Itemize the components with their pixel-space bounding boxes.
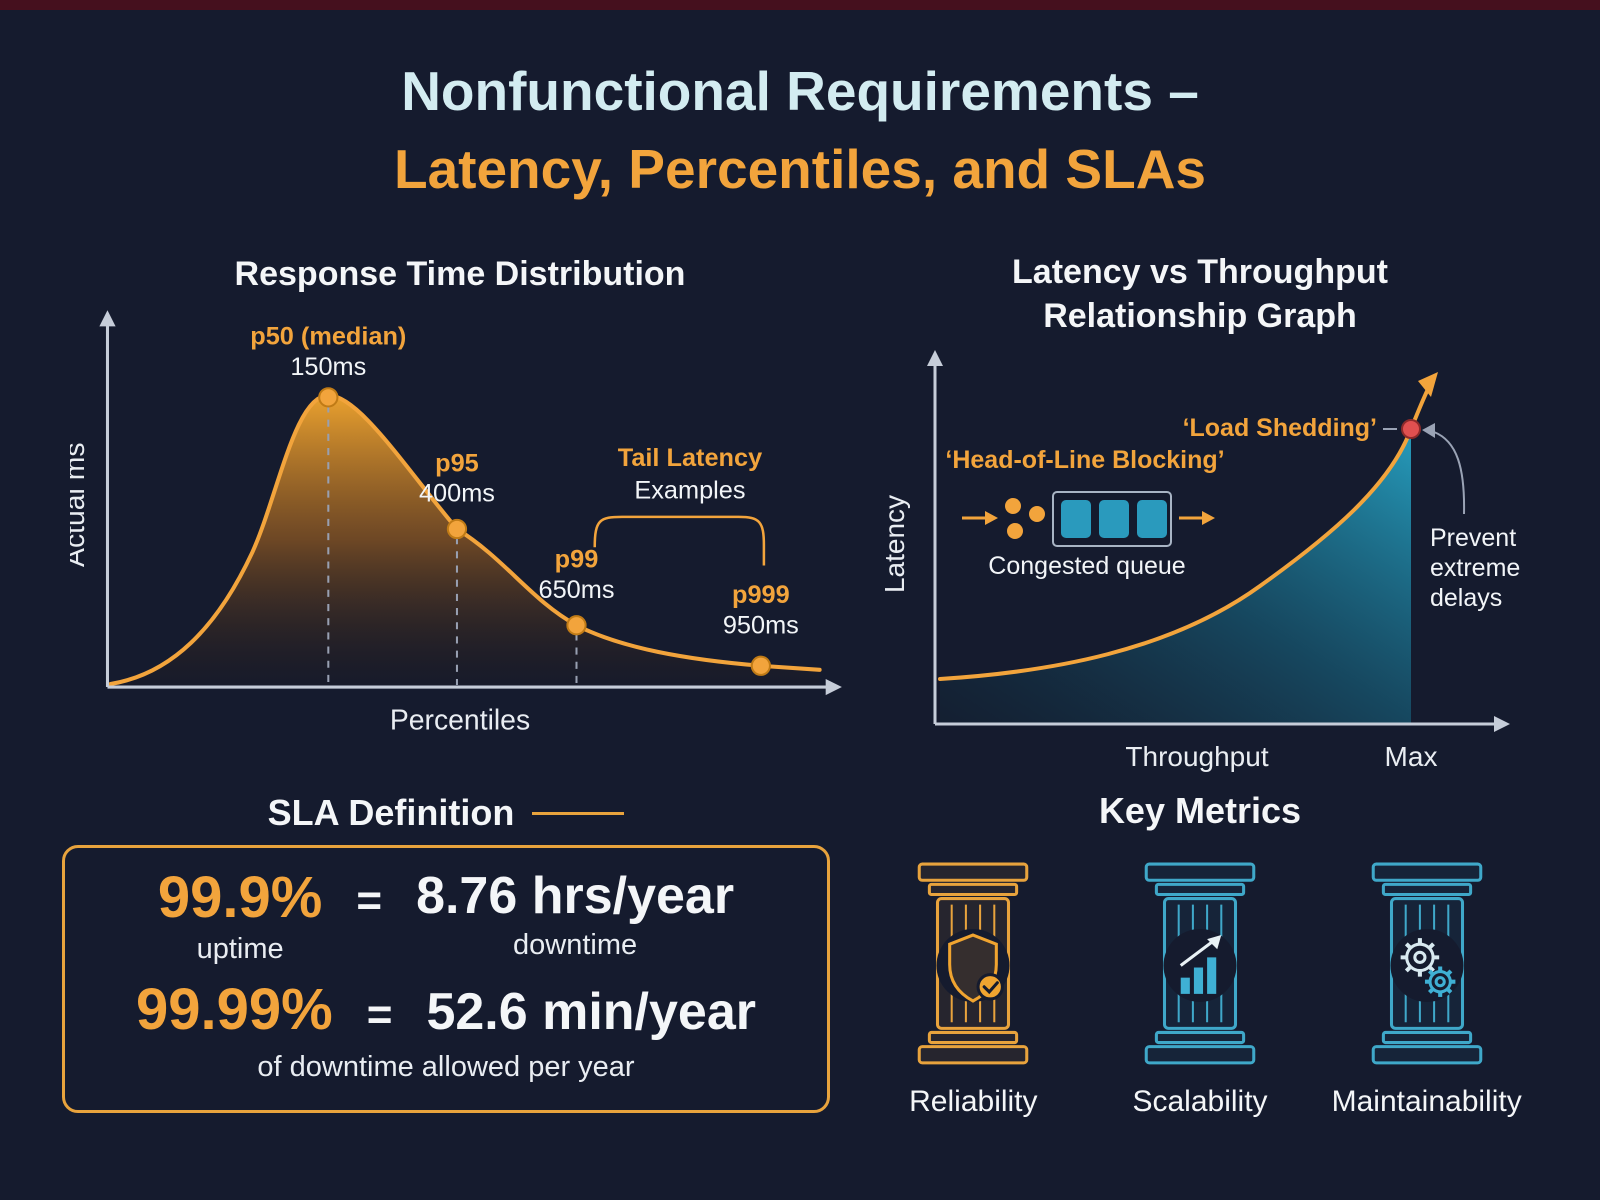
p95-value: 400ms [419,480,495,508]
congested-queue-label: Congested queue [988,552,1185,580]
pillars-row: Reliability [860,860,1540,1119]
prevent-delays-connector [1433,431,1466,515]
tail-latency-label: Tail Latency [618,444,762,472]
thr-x-axis-arrow [1494,716,1510,733]
pillar-label-reliability: Reliability [909,1085,1038,1118]
sla-uptime-label: uptime [196,932,284,965]
sla-definition-box: 99.9% uptime = 8.76 hrs/year downtime 99… [62,845,830,1113]
sla-downtime2-label: of downtime allowed per year [257,1051,635,1084]
p99-marker [566,615,587,636]
thr-y-axis-label: Latency [880,495,910,593]
p999-marker [750,655,771,677]
sla-row-1: 99.9% uptime = 8.76 hrs/year downtime [65,865,827,966]
thr-y-axis-arrow [927,350,943,367]
key-metrics-title: Key Metrics [1098,790,1302,831]
sla-equals-1: = [356,876,383,925]
pillar-maintainability: Maintainability [1313,860,1540,1119]
reliability-pillar-icon [918,862,1029,1065]
p999-value: 950ms [723,612,799,640]
tail-latency-sublabel: Examples [634,477,745,505]
top-decorative-strip [0,0,1600,10]
sla-downtime-stat: 8.76 hrs/year downtime [416,867,735,962]
thr-chart-title-line2: Relationship Graph [1043,297,1357,336]
pillar-label-scalability: Scalability [1132,1085,1268,1118]
dist-chart-svg: p50 (median) 150ms p95 400ms p99 650ms p… [70,310,842,737]
tail-latency-bracket [593,515,766,566]
sla-downtime-label: downtime [513,929,638,962]
dist-chart-title: Response Time Distribution [234,255,686,293]
prevent-delays-line2: extreme [1430,554,1520,582]
dist-x-axis-arrow [825,679,842,696]
thr-max-label: Max [1385,741,1438,772]
thr-area-fill [940,429,1411,724]
thr-x-axis-label: Throughput [1125,741,1268,772]
p50-label: p50 (median) [250,323,406,351]
thr-chart-title: Latency vs Throughput Relationship Graph [880,250,1520,338]
scalability-pillar-icon [1144,862,1256,1065]
pillar-label-maintainability: Maintainability [1331,1085,1522,1118]
p95-label: p95 [435,449,479,477]
pillar-reliability: Reliability [860,860,1087,1119]
page-title-line1: Nonfunctional Requirements – [401,60,1199,122]
prevent-delays-line3: delays [1430,584,1502,612]
dist-x-axis-label: Percentiles [390,705,530,737]
page-title: Nonfunctional Requirements – Latency, Pe… [0,52,1600,208]
dist-y-axis-label: Actual ms [70,443,91,568]
gears-icon [1400,938,1456,997]
response-time-distribution-chart: Response Time Distribution [70,252,850,750]
sla-uptime-stat: 99.9% uptime [157,865,323,966]
latency-throughput-chart: Latency vs Throughput Relationship Graph [880,250,1520,786]
sla-definition-title: SLA Definition [62,792,830,834]
sla-title-text: SLA Definition [267,792,515,833]
sla-row-2: 99.99% = 52.6 min/year [65,976,827,1042]
congested-queue-icon [962,491,1215,548]
prevent-delays-line1: Prevent [1430,524,1516,552]
dist-y-axis-arrow [99,310,116,327]
p99-label: p99 [555,546,599,574]
p95-marker [446,519,468,540]
p50-value: 150ms [290,353,366,381]
key-metrics-section: Key Metrics [860,790,1540,1119]
page-title-line2: Latency, Percentiles, and SLAs [393,138,1207,201]
pillar-scalability: Scalability [1087,860,1314,1119]
load-shedding-marker [1401,419,1421,440]
sla-equals-2: = [366,989,393,1039]
maintainability-pillar-icon [1371,862,1482,1065]
sla-downtime-value: 8.76 hrs/year [416,867,735,925]
p50-marker [318,387,339,408]
hol-blocking-label: ‘Head-of-Line Blocking’ [945,446,1224,474]
prevent-delays-arrowhead [1422,423,1435,439]
thr-curve-arrowhead [1418,372,1438,398]
thr-chart-svg: ‘Load Shedding’ Prevent extreme delays ‘… [880,350,1520,772]
sla-uptime-value: 99.9% [157,865,323,930]
p999-label: p999 [732,581,790,609]
p99-value: 650ms [539,576,615,604]
dist-area-fill [110,395,820,686]
sla-downtime2-value: 52.6 min/year [426,982,756,1041]
load-shedding-label: ‘Load Shedding’ [1183,414,1377,442]
thr-chart-title-line1: Latency vs Throughput [1012,253,1388,291]
shield-check-icon [948,933,1005,1003]
dist-curve [108,393,822,687]
growth-chart-icon [1179,935,1222,994]
sla-uptime2-value: 99.99% [136,976,333,1042]
